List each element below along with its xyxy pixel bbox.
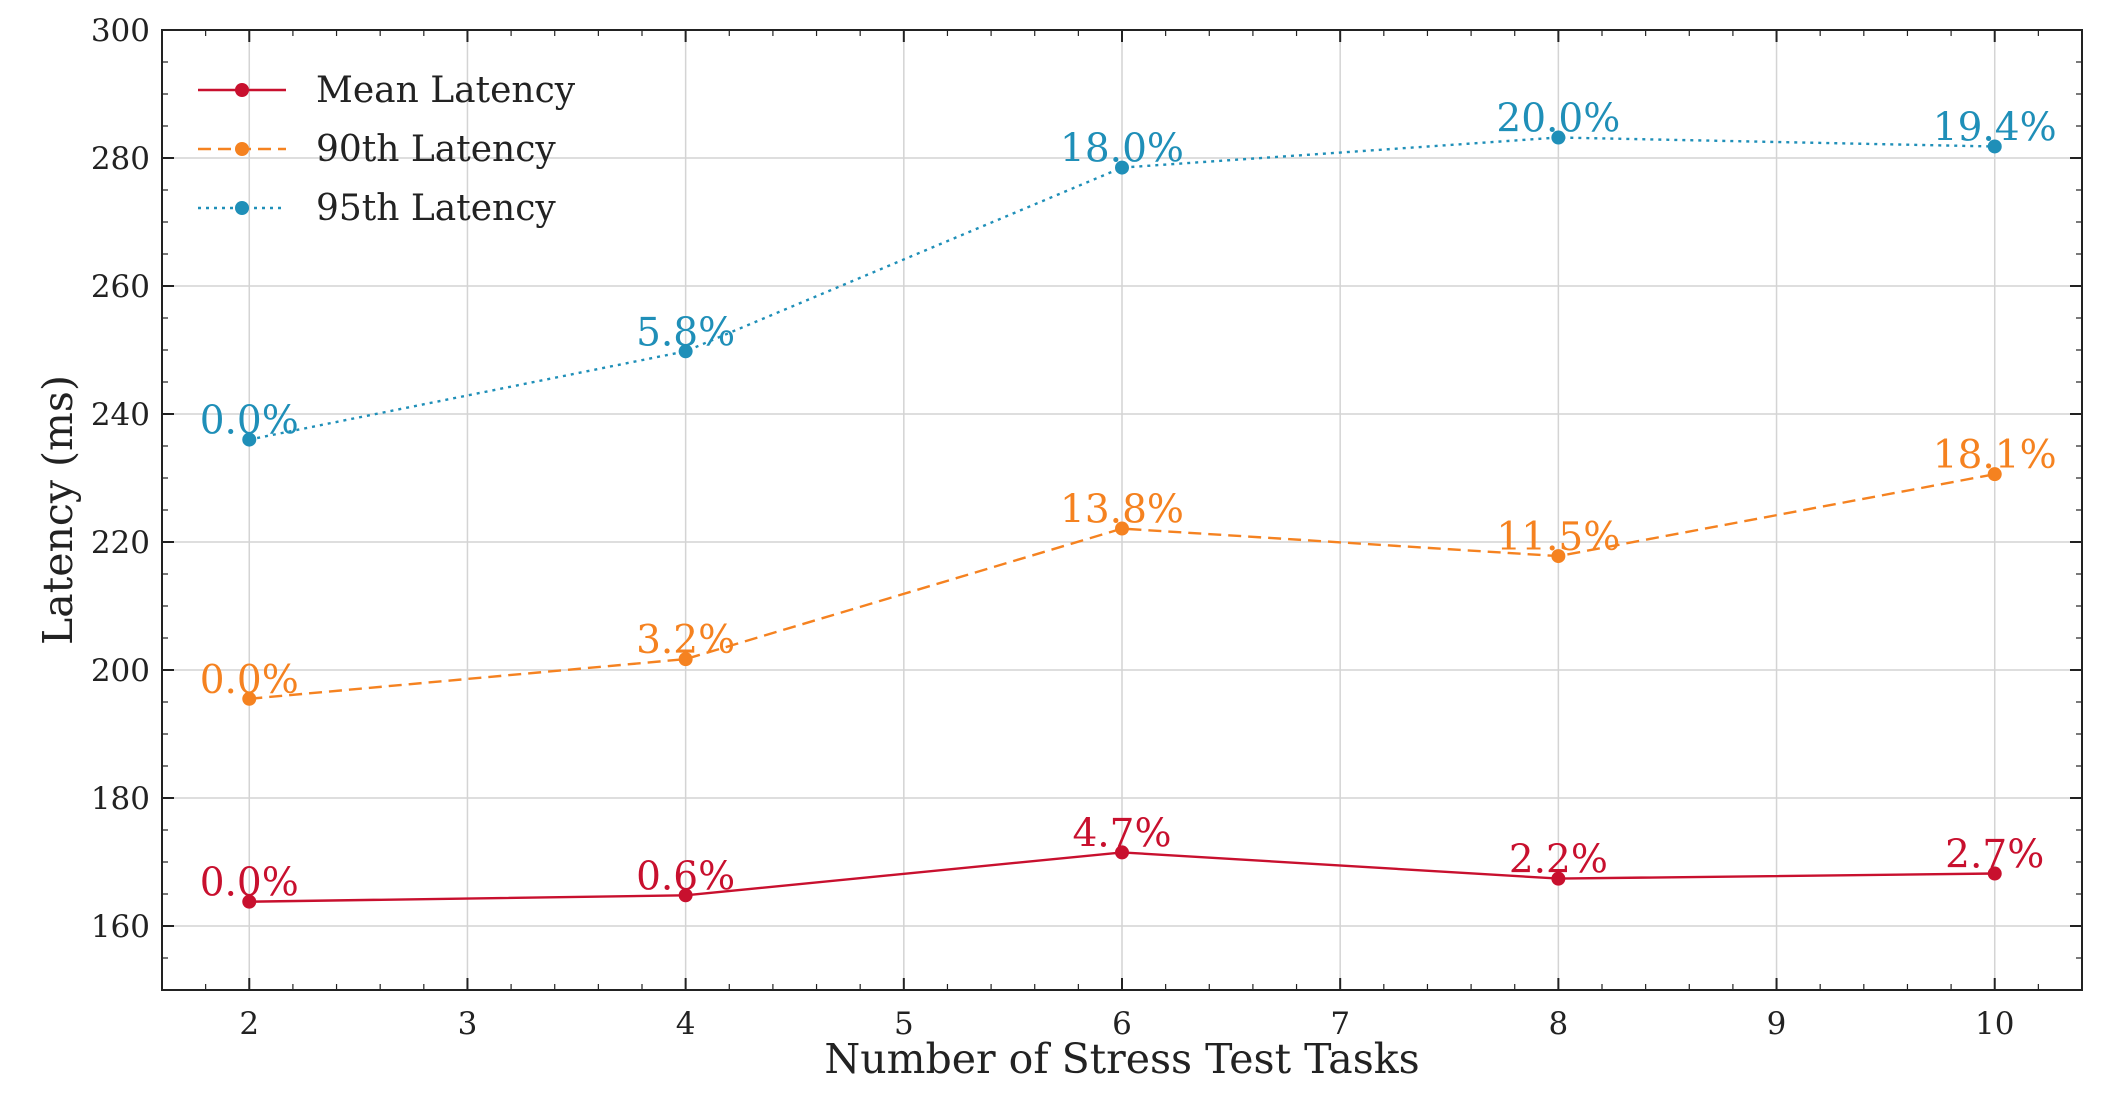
mean-latency-point	[1551, 871, 1566, 886]
x-tick-label: 10	[1975, 1006, 2014, 1042]
legend-90th-latency-label: 90th Latency	[316, 129, 556, 170]
legend-90th-latency-marker	[235, 142, 249, 156]
mean-latency-data-label: 0.6%	[636, 854, 735, 899]
90th-latency-data-label: 18.1%	[1933, 433, 2057, 478]
95th-latency-data-label: 18.0%	[1060, 127, 1184, 172]
y-tick-label: 180	[91, 781, 150, 817]
95th-latency-point	[678, 344, 693, 359]
x-tick-label: 4	[676, 1006, 696, 1042]
y-tick-label: 240	[91, 397, 150, 433]
mean-latency-data-label: 0.0%	[200, 861, 299, 906]
95th-latency-point	[1987, 139, 2002, 154]
90th-latency-line	[249, 473, 1995, 700]
90th-latency-point	[242, 691, 257, 706]
90th-latency-data-label: 13.8%	[1060, 488, 1184, 533]
y-tick-label: 280	[91, 141, 150, 177]
y-axis-title: Latency (ms)	[34, 375, 82, 645]
axis-ticks: 2 3 4 5 6 7 8 9 10 160 180 200 220 240 260 280 300	[91, 13, 2082, 1042]
95th-latency-point	[242, 432, 257, 447]
y-tick-label: 220	[91, 525, 150, 561]
mean-latency-data-label: 2.7%	[1945, 833, 2044, 878]
legend-95th-latency-marker	[235, 201, 249, 215]
95th-latency-data-label: 20.0%	[1496, 97, 1620, 142]
95th-latency-point	[1551, 130, 1566, 145]
95th-latency-data-label: 0.0%	[200, 399, 299, 444]
x-tick-label: 2	[239, 1006, 259, 1042]
series-group	[242, 130, 2002, 909]
legend-mean-latency-marker	[235, 83, 249, 97]
90th-latency-point	[1115, 521, 1129, 536]
90th-latency-point	[1987, 467, 2002, 482]
x-axis-title: Number of Stress Test Tasks	[824, 1035, 1419, 1083]
x-tick-label: 6	[1112, 1006, 1132, 1042]
mean-latency-point	[1987, 866, 2002, 881]
95th-latency-line	[249, 136, 1995, 441]
mean-latency-point	[1115, 845, 1129, 860]
x-tick-label: 3	[458, 1006, 478, 1042]
y-tick-label: 260	[91, 269, 150, 305]
95th-latency-point	[1115, 160, 1129, 175]
legend: Mean Latency 90th Latency 95th Latency	[198, 70, 576, 229]
90th-latency-point	[678, 652, 693, 667]
90th-latency-data-label: 0.0%	[200, 658, 299, 703]
legend-mean-latency-label: Mean Latency	[316, 70, 576, 111]
legend-95th-latency-label: 95th Latency	[316, 188, 556, 229]
95th-latency-data-label: 19.4%	[1933, 105, 2057, 150]
mean-latency-data-label: 2.2%	[1509, 838, 1608, 883]
y-tick-label: 200	[91, 653, 150, 689]
90th-latency-point	[1551, 549, 1566, 564]
95th-latency-data-label: 5.8%	[636, 310, 735, 355]
mean-latency-data-label: 4.7%	[1072, 811, 1171, 856]
x-tick-label: 7	[1330, 1006, 1350, 1042]
x-tick-label: 9	[1767, 1006, 1787, 1042]
90th-latency-data-label: 11.5%	[1496, 515, 1620, 560]
mean-latency-point	[678, 888, 693, 903]
90th-latency-data-label: 3.2%	[636, 618, 735, 663]
y-tick-label: 300	[91, 13, 150, 49]
data-labels: 0.0% 0.6% 4.7% 2.2% 2.7% 0.0% 3.2% 13.8% 11.5% 18…	[200, 97, 2057, 906]
y-tick-label: 160	[91, 909, 150, 945]
plot-frame	[161, 29, 2083, 991]
x-tick-label: 8	[1548, 1006, 1568, 1042]
x-tick-label: 5	[894, 1006, 914, 1042]
mean-latency-point	[242, 894, 257, 909]
